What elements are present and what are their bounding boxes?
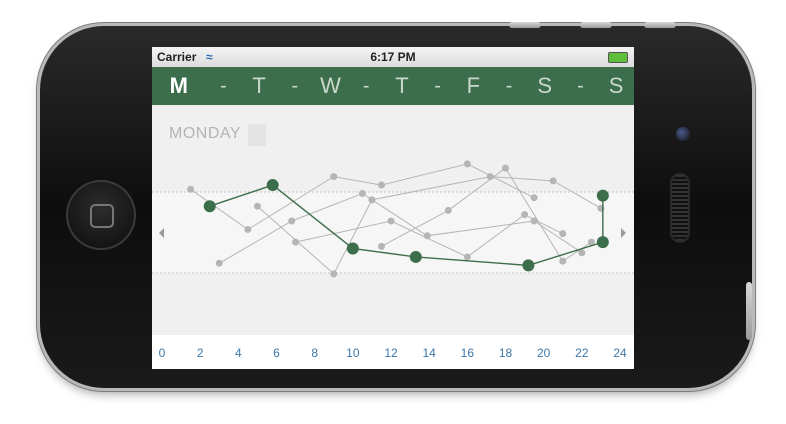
data-point[interactable] (522, 259, 535, 272)
chart-band (152, 192, 634, 273)
scroll-right-icon[interactable] (621, 228, 626, 238)
data-point[interactable] (596, 236, 609, 249)
clock: 6:17 PM (370, 50, 416, 64)
day-separator: - (220, 74, 227, 97)
x-tick-label: 6 (273, 346, 280, 360)
data-point[interactable] (578, 249, 586, 257)
data-point[interactable] (463, 160, 471, 168)
data-point[interactable] (330, 173, 338, 181)
x-tick-label: 16 (461, 346, 475, 360)
data-point[interactable] (521, 211, 529, 219)
data-point[interactable] (502, 164, 509, 172)
data-point[interactable] (387, 217, 395, 225)
x-tick-label: 8 (311, 346, 318, 360)
selected-day-title: MONDAY (169, 125, 242, 142)
data-point[interactable] (244, 225, 252, 233)
wifi-icon: ≈ (206, 50, 213, 64)
data-point[interactable] (409, 250, 422, 263)
chart: 0 2 4 6 8 10 12 14 16 18 20 22 24 (152, 160, 634, 369)
speaker-grille (672, 175, 688, 241)
data-point[interactable] (377, 181, 385, 189)
day-separator: - (362, 74, 370, 97)
home-square-icon (90, 204, 114, 228)
data-point[interactable] (377, 242, 385, 250)
day-tab-thu[interactable]: T (395, 73, 409, 98)
volume-button (580, 22, 612, 28)
data-point[interactable] (266, 179, 279, 192)
data-point[interactable] (368, 196, 376, 204)
data-point[interactable] (292, 238, 300, 246)
title-highlight (248, 124, 266, 146)
camera-icon (676, 127, 690, 141)
day-tab-sat[interactable]: S (537, 73, 553, 98)
day-tab-tue[interactable]: T (252, 73, 266, 98)
data-point[interactable] (215, 259, 223, 267)
day-separator: - (291, 74, 299, 97)
scroll-left-icon[interactable] (159, 228, 164, 238)
day-selector: M - T - W - T - F - S - S (152, 67, 634, 105)
data-point[interactable] (203, 200, 216, 213)
data-point[interactable] (549, 177, 557, 185)
x-axis-panel (152, 335, 634, 369)
mute-switch (746, 282, 752, 340)
x-tick-label: 22 (575, 346, 589, 360)
data-point[interactable] (463, 253, 471, 261)
x-tick-label: 24 (613, 346, 627, 360)
data-point[interactable] (530, 217, 538, 225)
x-tick-label: 20 (537, 346, 551, 360)
screen: Carrier ≈ 6:17 PM M - T - W - T - F - S … (152, 47, 634, 369)
data-point[interactable] (559, 230, 567, 238)
data-point[interactable] (358, 190, 366, 198)
series-line-4 (257, 176, 602, 275)
data-point[interactable] (596, 189, 609, 202)
data-point[interactable] (330, 270, 338, 278)
series-line-2 (190, 163, 535, 231)
sleep-button (644, 22, 676, 28)
day-tab-wed[interactable]: W (320, 73, 341, 98)
data-point[interactable] (288, 217, 296, 225)
x-tick-label: 12 (384, 346, 398, 360)
carrier-label: Carrier (157, 50, 197, 64)
x-tick-label: 0 (159, 346, 166, 360)
data-point[interactable] (346, 242, 359, 255)
data-point[interactable] (587, 238, 595, 246)
x-tick-label: 10 (346, 346, 360, 360)
data-point[interactable] (187, 185, 195, 193)
day-separator: - (577, 74, 584, 97)
x-axis: 0 2 4 6 8 10 12 14 16 18 20 22 24 (159, 346, 627, 360)
data-point[interactable] (444, 206, 452, 214)
day-separator: - (434, 74, 441, 97)
x-tick-label: 18 (499, 346, 513, 360)
home-button[interactable] (66, 180, 136, 250)
day-separator: - (505, 74, 513, 97)
data-point[interactable] (530, 194, 538, 202)
day-tab-sun[interactable]: S (608, 73, 624, 98)
data-point[interactable] (559, 257, 567, 265)
x-tick-label: 4 (235, 346, 242, 360)
day-tab-mon[interactable]: M (169, 73, 188, 98)
x-tick-label: 14 (422, 346, 436, 360)
x-tick-label: 2 (197, 346, 204, 360)
volume-button (509, 22, 541, 28)
series-line-3 (218, 192, 583, 264)
day-tab-fri[interactable]: F (466, 73, 481, 98)
status-bar: Carrier ≈ 6:17 PM (152, 47, 634, 67)
series-layer (187, 160, 609, 278)
data-point[interactable] (253, 202, 261, 210)
battery-icon (608, 52, 628, 63)
